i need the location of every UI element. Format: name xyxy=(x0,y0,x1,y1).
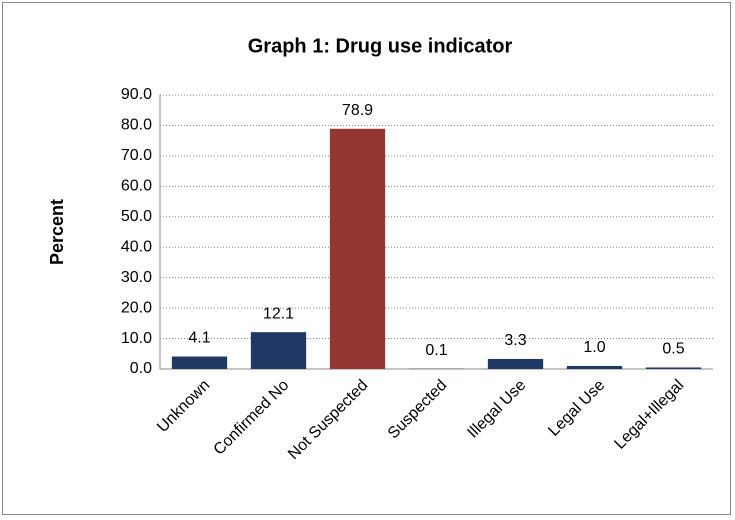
bar xyxy=(329,128,386,369)
data-label: 3.3 xyxy=(504,332,526,349)
data-label: 12.1 xyxy=(263,305,294,322)
data-label: 78.9 xyxy=(342,102,373,119)
y-tick-label: 70.0 xyxy=(121,147,152,164)
data-label: 4.1 xyxy=(188,330,210,347)
y-tick-label: 30.0 xyxy=(121,269,152,286)
y-tick-label: 40.0 xyxy=(121,238,152,255)
data-label: 1.0 xyxy=(583,339,605,356)
y-tick-label: 0.0 xyxy=(130,360,152,377)
data-label: 0.5 xyxy=(662,341,684,358)
bar xyxy=(171,356,228,369)
y-tick-label: 20.0 xyxy=(121,299,152,316)
y-axis-label: Percent xyxy=(47,199,67,265)
y-tick-label: 80.0 xyxy=(121,117,152,134)
y-tick-label: 10.0 xyxy=(121,330,152,347)
data-label: 0.1 xyxy=(425,342,447,359)
bar xyxy=(566,365,623,369)
y-tick-label: 60.0 xyxy=(121,178,152,195)
bar xyxy=(487,358,544,369)
chart-title: Graph 1: Drug use indicator xyxy=(248,35,513,57)
y-tick-label: 90.0 xyxy=(121,86,152,103)
y-tick-label: 50.0 xyxy=(121,208,152,225)
bar xyxy=(645,367,702,369)
bar xyxy=(250,332,307,369)
